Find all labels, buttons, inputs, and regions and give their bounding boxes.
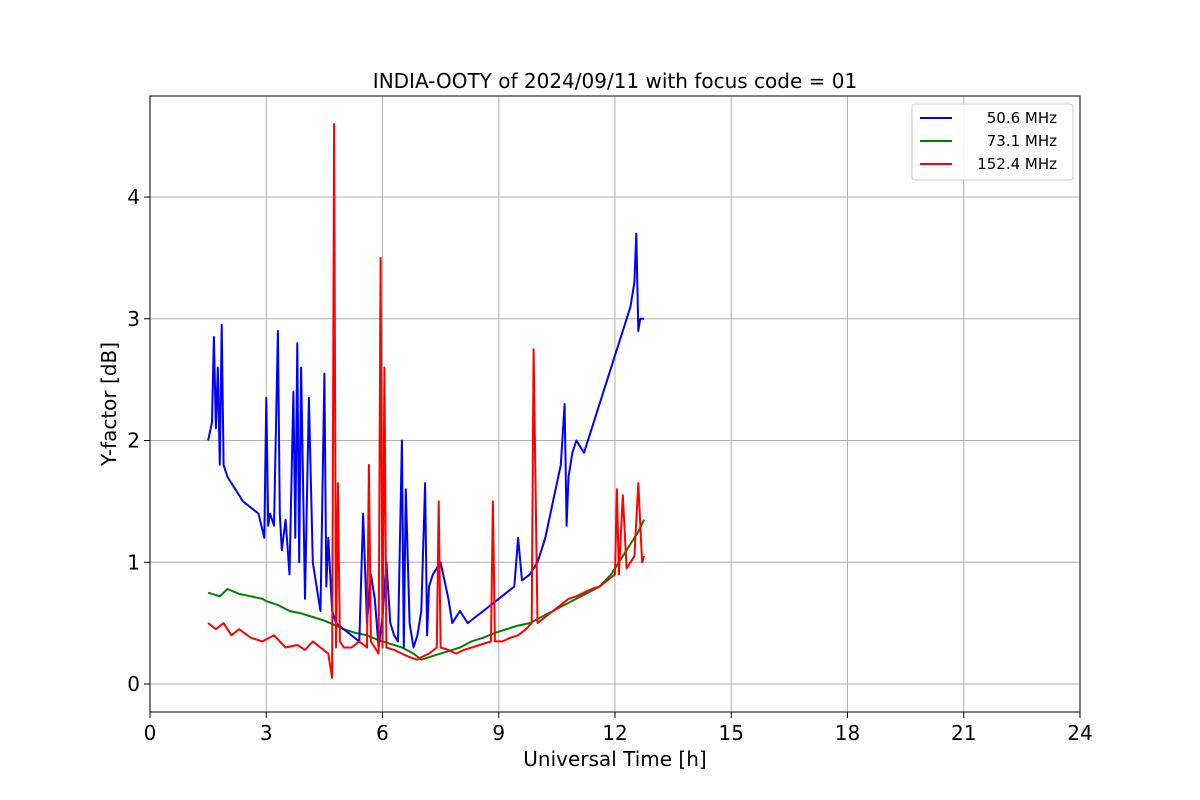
legend: 50.6 MHz 73.1 MHz 152.4 MHz bbox=[911, 103, 1074, 181]
x-tick-label: 9 bbox=[492, 721, 505, 745]
plot-lines bbox=[207, 123, 646, 679]
series-line-2 bbox=[207, 123, 646, 679]
series-line-0 bbox=[207, 232, 645, 649]
x-tick-label: 0 bbox=[144, 721, 157, 745]
x-tick-label: 18 bbox=[835, 721, 860, 745]
legend-label: 152.4 MHz bbox=[977, 155, 1057, 173]
legend-box bbox=[911, 103, 1074, 181]
x-tick-label: 24 bbox=[1067, 721, 1092, 745]
x-tick-label: 15 bbox=[719, 721, 744, 745]
chart-title: INDIA-OOTY of 2024/09/11 with focus code… bbox=[373, 69, 857, 93]
y-tick-label: 2 bbox=[127, 429, 140, 453]
y-tick-label: 3 bbox=[127, 307, 140, 331]
y-tick-label: 0 bbox=[127, 672, 140, 696]
y-axis-label: Y-factor [dB] bbox=[97, 342, 121, 467]
series-line-1 bbox=[207, 519, 646, 661]
x-tick-label: 12 bbox=[602, 721, 627, 745]
x-tick-label: 3 bbox=[260, 721, 273, 745]
x-tick-label: 6 bbox=[376, 721, 389, 745]
legend-label: 73.1 MHz bbox=[987, 132, 1057, 150]
y-tick-label: 4 bbox=[127, 185, 140, 209]
y-tick-label: 1 bbox=[127, 550, 140, 574]
x-tick-label: 21 bbox=[951, 721, 976, 745]
x-axis-label: Universal Time [h] bbox=[523, 747, 706, 771]
legend-label: 50.6 MHz bbox=[987, 109, 1057, 127]
